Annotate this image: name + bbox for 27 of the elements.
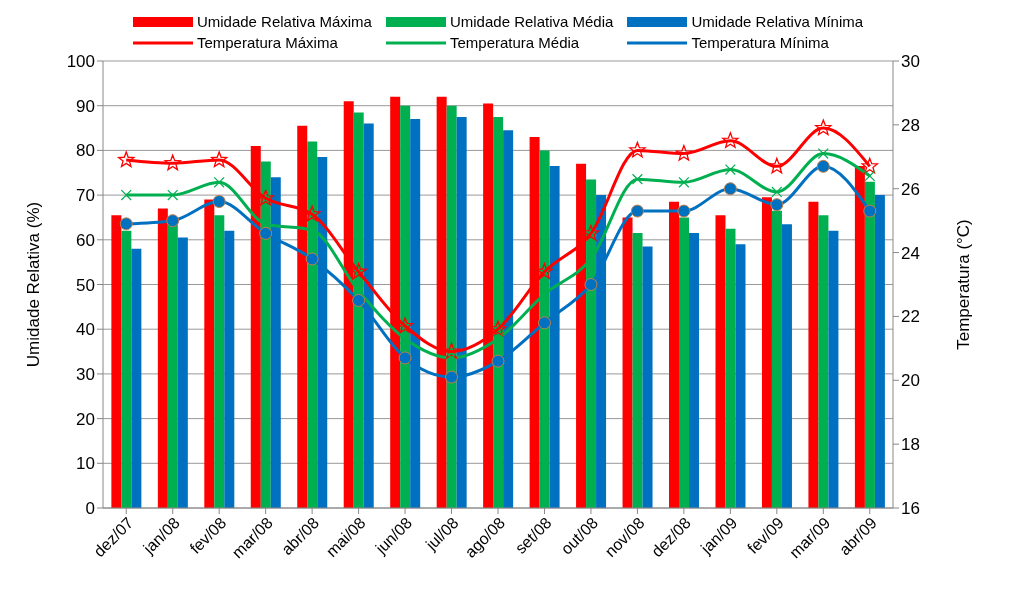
y-tick-label: 50	[76, 275, 95, 295]
legend-label: Umidade Relativa Média	[449, 13, 614, 30]
y2-tick-label: 30	[901, 52, 920, 72]
y-tick-label: 30	[76, 364, 95, 384]
y-tick-label: 70	[76, 186, 95, 206]
y-tick-label: 60	[76, 230, 95, 250]
y2-tick-label: 24	[901, 243, 920, 263]
y2-tick-label: 28	[901, 115, 920, 135]
y-tick-label: 20	[76, 409, 95, 429]
legend-label: Umidade Relativa Mínima	[691, 13, 864, 30]
legend-label: Umidade Relativa Máxima	[196, 13, 372, 30]
y2-axis-title: Temperatura (°C)	[954, 219, 974, 350]
y2-tick-label: 26	[901, 179, 920, 199]
y-tick-label: 40	[76, 320, 95, 340]
y2-tick-label: 16	[901, 499, 920, 519]
y-tick-label: 90	[76, 96, 95, 116]
y2-tick-label: 22	[901, 307, 920, 327]
y2-tick-label: 18	[901, 435, 920, 455]
legend-label: Temperatura Máxima	[196, 34, 338, 51]
y-tick-label: 100	[66, 52, 95, 72]
y2-tick-label: 20	[901, 371, 920, 391]
y-tick-label: 80	[76, 141, 95, 161]
legend-label: Temperatura Mínima	[691, 34, 829, 51]
legend-label: Temperatura Média	[449, 34, 580, 51]
y-tick-label: 10	[76, 454, 95, 474]
y-tick-label: 0	[85, 499, 95, 519]
y-axis-title: Umidade Relativa (%)	[24, 201, 44, 368]
